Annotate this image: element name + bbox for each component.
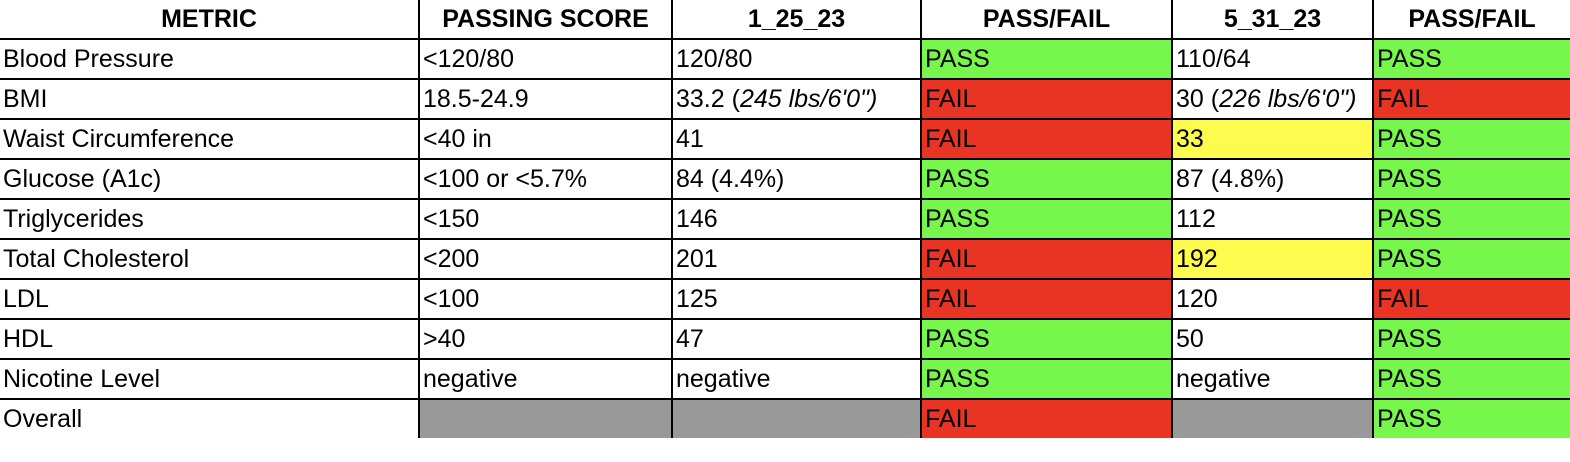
passing-score-cell[interactable]: negative [418, 358, 673, 400]
header-date-2[interactable]: 5_31_23 [1171, 0, 1374, 40]
date-1-value-cell[interactable] [671, 398, 922, 438]
date-2-result-cell[interactable]: PASS [1372, 38, 1570, 80]
passing-score-cell[interactable]: <150 [418, 198, 673, 240]
passing-score-cell[interactable]: <40 in [418, 118, 673, 160]
value-text: 146 [676, 205, 718, 233]
table-row: HDL >40 47 PASS 50 PASS [0, 318, 1570, 360]
header-passing-score[interactable]: PASSING SCORE [418, 0, 673, 40]
value-note: 245 lbs/6'0") [739, 85, 878, 113]
metric-cell[interactable]: HDL [0, 318, 420, 360]
value-text: 110/64 [1176, 45, 1251, 73]
date-1-result-cell[interactable]: FAIL [920, 238, 1173, 280]
date-2-value-cell[interactable]: 33 [1171, 118, 1374, 160]
value-text: 30 ( [1176, 85, 1220, 113]
value-text: 192 [1176, 245, 1218, 273]
passing-score-cell[interactable] [418, 398, 673, 438]
date-1-result-cell[interactable]: FAIL [920, 118, 1173, 160]
date-1-result-cell[interactable]: PASS [920, 38, 1173, 80]
health-metrics-table: METRIC PASSING SCORE 1_25_23 PASS/FAIL 5… [0, 0, 1570, 438]
date-2-result-cell[interactable]: PASS [1372, 318, 1570, 360]
date-2-value-cell[interactable]: 50 [1171, 318, 1374, 360]
header-pass-fail-1[interactable]: PASS/FAIL [920, 0, 1173, 40]
value-text: 120/80 [676, 45, 753, 73]
date-2-result-cell[interactable]: PASS [1372, 398, 1570, 438]
date-1-value-cell[interactable]: 41 [671, 118, 922, 160]
date-1-value-cell[interactable]: 125 [671, 278, 922, 320]
metric-cell[interactable]: Total Cholesterol [0, 238, 420, 280]
value-text: 84 (4.4%) [676, 165, 785, 193]
date-2-value-cell[interactable]: negative [1171, 358, 1374, 400]
date-1-value-cell[interactable]: 201 [671, 238, 922, 280]
metric-cell[interactable]: Glucose (A1c) [0, 158, 420, 200]
table-row: BMI 18.5-24.9 33.2 (245 lbs/6'0") FAIL 3… [0, 78, 1570, 120]
passing-score-cell[interactable]: <100 or <5.7% [418, 158, 673, 200]
metric-cell[interactable]: BMI [0, 78, 420, 120]
date-1-result-cell[interactable]: PASS [920, 158, 1173, 200]
table-row: Blood Pressure <120/80 120/80 PASS 110/6… [0, 38, 1570, 80]
metric-cell[interactable]: Triglycerides [0, 198, 420, 240]
table-row: LDL <100 125 FAIL 120 FAIL [0, 278, 1570, 320]
date-1-value-cell[interactable]: 120/80 [671, 38, 922, 80]
value-text: 47 [676, 325, 704, 353]
date-2-value-cell[interactable]: 87 (4.8%) [1171, 158, 1374, 200]
value-text: 50 [1176, 325, 1204, 353]
date-2-value-cell[interactable] [1171, 398, 1374, 438]
date-1-value-cell[interactable]: 47 [671, 318, 922, 360]
metric-cell[interactable]: Nicotine Level [0, 358, 420, 400]
table-row: Triglycerides <150 146 PASS 112 PASS [0, 198, 1570, 240]
metric-cell[interactable]: LDL [0, 278, 420, 320]
table-row: Waist Circumference <40 in 41 FAIL 33 PA… [0, 118, 1570, 160]
date-1-result-cell[interactable]: FAIL [920, 78, 1173, 120]
header-metric[interactable]: METRIC [0, 0, 420, 40]
passing-score-cell[interactable]: <120/80 [418, 38, 673, 80]
date-2-value-cell[interactable]: 30 (226 lbs/6'0") [1171, 78, 1374, 120]
date-1-result-cell[interactable]: FAIL [920, 398, 1173, 438]
value-text: 112 [1176, 205, 1216, 233]
metric-cell[interactable]: Waist Circumference [0, 118, 420, 160]
date-1-result-cell[interactable]: FAIL [920, 278, 1173, 320]
date-2-result-cell[interactable]: PASS [1372, 118, 1570, 160]
value-text: 125 [676, 285, 718, 313]
metric-cell[interactable]: Overall [0, 398, 420, 438]
value-text: 201 [676, 245, 718, 273]
date-2-result-cell[interactable]: PASS [1372, 238, 1570, 280]
table-row: Glucose (A1c) <100 or <5.7% 84 (4.4%) PA… [0, 158, 1570, 200]
date-2-result-cell[interactable]: PASS [1372, 198, 1570, 240]
passing-score-cell[interactable]: <200 [418, 238, 673, 280]
value-text: 33 [1176, 125, 1204, 153]
date-2-result-cell[interactable]: FAIL [1372, 78, 1570, 120]
date-1-value-cell[interactable]: negative [671, 358, 922, 400]
date-2-result-cell[interactable]: FAIL [1372, 278, 1570, 320]
table-row: Total Cholesterol <200 201 FAIL 192 PASS [0, 238, 1570, 280]
date-2-result-cell[interactable]: PASS [1372, 358, 1570, 400]
date-2-value-cell[interactable]: 112 [1171, 198, 1374, 240]
table-row-overall: Overall FAIL PASS [0, 398, 1570, 438]
table-row: Nicotine Level negative negative PASS ne… [0, 358, 1570, 400]
date-2-value-cell[interactable]: 192 [1171, 238, 1374, 280]
value-note: 226 lbs/6'0") [1219, 85, 1357, 113]
header-row: METRIC PASSING SCORE 1_25_23 PASS/FAIL 5… [0, 0, 1570, 40]
date-2-value-cell[interactable]: 110/64 [1171, 38, 1374, 80]
value-text: negative [676, 365, 771, 393]
date-1-value-cell[interactable]: 146 [671, 198, 922, 240]
passing-score-cell[interactable]: 18.5-24.9 [418, 78, 673, 120]
value-text: 120 [1176, 285, 1218, 313]
date-1-result-cell[interactable]: PASS [920, 198, 1173, 240]
passing-score-cell[interactable]: >40 [418, 318, 673, 360]
passing-score-cell[interactable]: <100 [418, 278, 673, 320]
date-2-value-cell[interactable]: 120 [1171, 278, 1374, 320]
date-1-value-cell[interactable]: 84 (4.4%) [671, 158, 922, 200]
date-1-result-cell[interactable]: PASS [920, 358, 1173, 400]
value-text: 33.2 ( [676, 85, 740, 113]
metric-cell[interactable]: Blood Pressure [0, 38, 420, 80]
date-1-value-cell[interactable]: 33.2 (245 lbs/6'0") [671, 78, 922, 120]
header-date-1[interactable]: 1_25_23 [671, 0, 922, 40]
header-pass-fail-2[interactable]: PASS/FAIL [1372, 0, 1570, 40]
value-text: 87 (4.8%) [1176, 165, 1285, 193]
value-text: negative [1176, 365, 1271, 393]
date-1-result-cell[interactable]: PASS [920, 318, 1173, 360]
value-text: 41 [676, 125, 704, 153]
date-2-result-cell[interactable]: PASS [1372, 158, 1570, 200]
